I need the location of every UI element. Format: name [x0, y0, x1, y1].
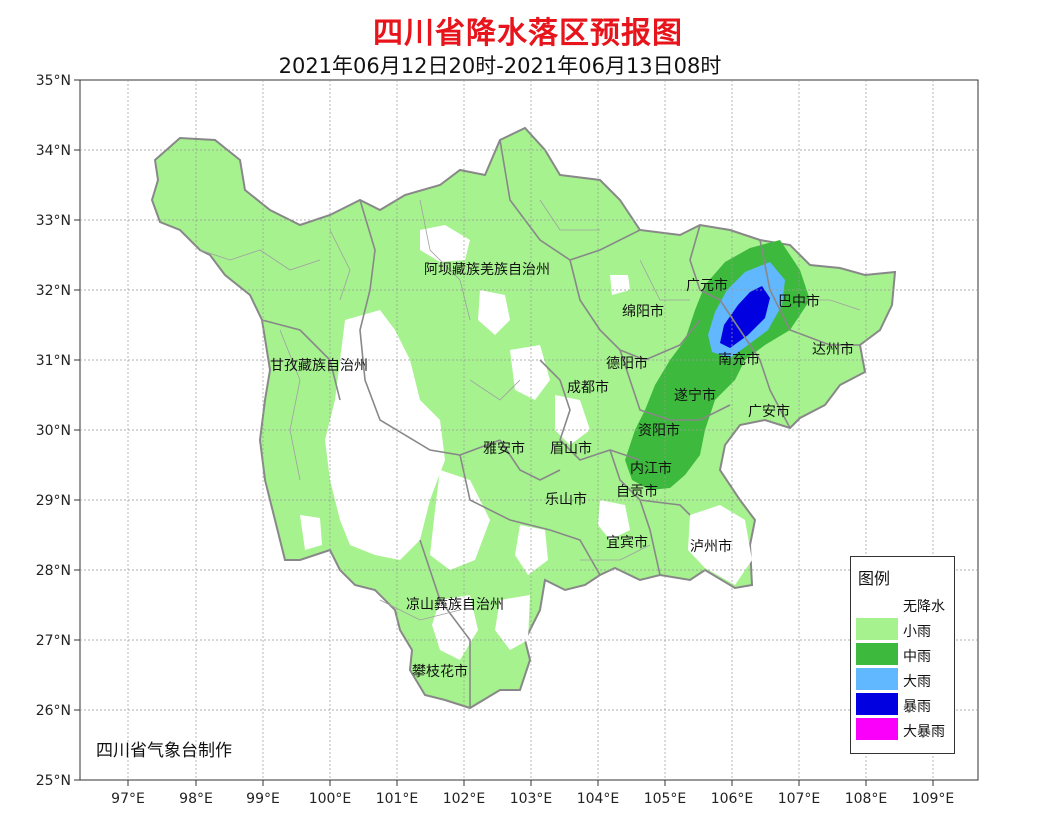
- lon-label: 107°E: [778, 791, 821, 807]
- place-label-yibin: 宜宾市: [606, 534, 648, 551]
- place-label-liangshan: 凉山彝族自治州: [406, 597, 504, 613]
- place-label-panzhihua: 攀枝花市: [412, 663, 468, 680]
- lon-label: 99°E: [246, 791, 280, 807]
- latitude-gridlines: [80, 149, 978, 711]
- lon-label: 101°E: [376, 791, 419, 807]
- place-label-leshan: 乐山市: [545, 491, 587, 508]
- lon-label: 103°E: [510, 791, 553, 807]
- place-label-luzhou: 泸州市: [690, 538, 732, 555]
- legend-item-rainstorm: 暴雨: [856, 693, 951, 715]
- lon-label: 106°E: [711, 791, 754, 807]
- place-label-aba: 阿坝藏族羌族自治州: [424, 262, 550, 278]
- lon-label: 102°E: [443, 791, 486, 807]
- lat-label: 29°N: [36, 493, 71, 509]
- lon-label: 98°E: [179, 791, 213, 807]
- legend-swatch: [856, 593, 898, 615]
- place-label-meishan: 眉山市: [550, 440, 592, 457]
- place-label-chengdu: 成都市: [567, 379, 609, 396]
- no-rain-patches: [300, 225, 752, 660]
- lat-label: 26°N: [36, 703, 71, 719]
- lon-label: 97°E: [111, 791, 145, 807]
- place-label-deyang: 德阳市: [606, 355, 648, 372]
- legend-swatch: [856, 643, 898, 665]
- legend-item-no-rain: 无降水: [856, 593, 951, 615]
- county-borders: [199, 199, 861, 621]
- place-label-guangan: 广安市: [748, 403, 790, 420]
- legend-title: 图例: [858, 569, 891, 588]
- legend-label: 中雨: [903, 649, 931, 665]
- legend-item-light-rain: 小雨: [856, 618, 951, 640]
- lat-label: 35°N: [36, 73, 71, 89]
- prefecture-borders: [261, 139, 860, 708]
- lat-label: 27°N: [36, 633, 71, 649]
- legend: 图例 无降水 小雨 中雨 大雨 暴雨 大暴雨: [850, 556, 955, 754]
- credit-text: 四川省气象台制作: [96, 741, 232, 761]
- legend-label: 小雨: [903, 624, 931, 640]
- lat-label: 34°N: [36, 143, 71, 159]
- lat-label: 32°N: [36, 283, 71, 299]
- map-title: 四川省降水落区预报图: [373, 16, 683, 51]
- rainstorm-area: [720, 286, 770, 348]
- lon-label: 108°E: [845, 791, 888, 807]
- legend-item-heavy-rainstorm: 大暴雨: [856, 718, 951, 740]
- lat-label: 28°N: [36, 563, 71, 579]
- lon-label: 104°E: [577, 791, 620, 807]
- legend-label: 大雨: [903, 674, 931, 690]
- place-label-neijiang: 内江市: [630, 460, 672, 477]
- place-label-yaan: 雅安市: [483, 440, 525, 457]
- legend-swatch: [856, 693, 898, 715]
- place-label-ziyang: 资阳市: [638, 422, 680, 439]
- place-label-ganzi: 甘孜藏族自治州: [270, 358, 368, 374]
- lat-label: 31°N: [36, 353, 71, 369]
- lat-label: 25°N: [36, 773, 71, 789]
- place-label-nanchong: 南充市: [718, 351, 760, 368]
- place-label-dazhou: 达州市: [812, 341, 854, 358]
- place-label-suining: 遂宁市: [674, 387, 716, 404]
- legend-item-moderate-rain: 中雨: [856, 643, 951, 665]
- place-label-bazhong: 巴中市: [778, 293, 820, 310]
- lat-label: 30°N: [36, 423, 71, 439]
- legend-swatch: [856, 718, 898, 740]
- longitude-gridlines: [127, 80, 934, 780]
- legend-swatch: [856, 618, 898, 640]
- lon-label: 109°E: [912, 791, 955, 807]
- legend-item-heavy-rain: 大雨: [856, 668, 951, 690]
- legend-swatch: [856, 668, 898, 690]
- legend-label: 暴雨: [903, 699, 931, 715]
- lon-label: 100°E: [309, 791, 352, 807]
- legend-label: 大暴雨: [903, 724, 945, 740]
- lon-label: 105°E: [644, 791, 687, 807]
- lat-label: 33°N: [36, 213, 71, 229]
- place-label-guangyuan: 广元市: [686, 277, 728, 294]
- place-label-zigong: 自贡市: [616, 483, 658, 500]
- legend-label: 无降水: [903, 599, 945, 615]
- axis-ticks: [74, 79, 934, 786]
- place-label-mianyang: 绵阳市: [622, 303, 664, 320]
- map-subtitle: 2021年06月12日20时-2021年06月13日08时: [278, 54, 722, 78]
